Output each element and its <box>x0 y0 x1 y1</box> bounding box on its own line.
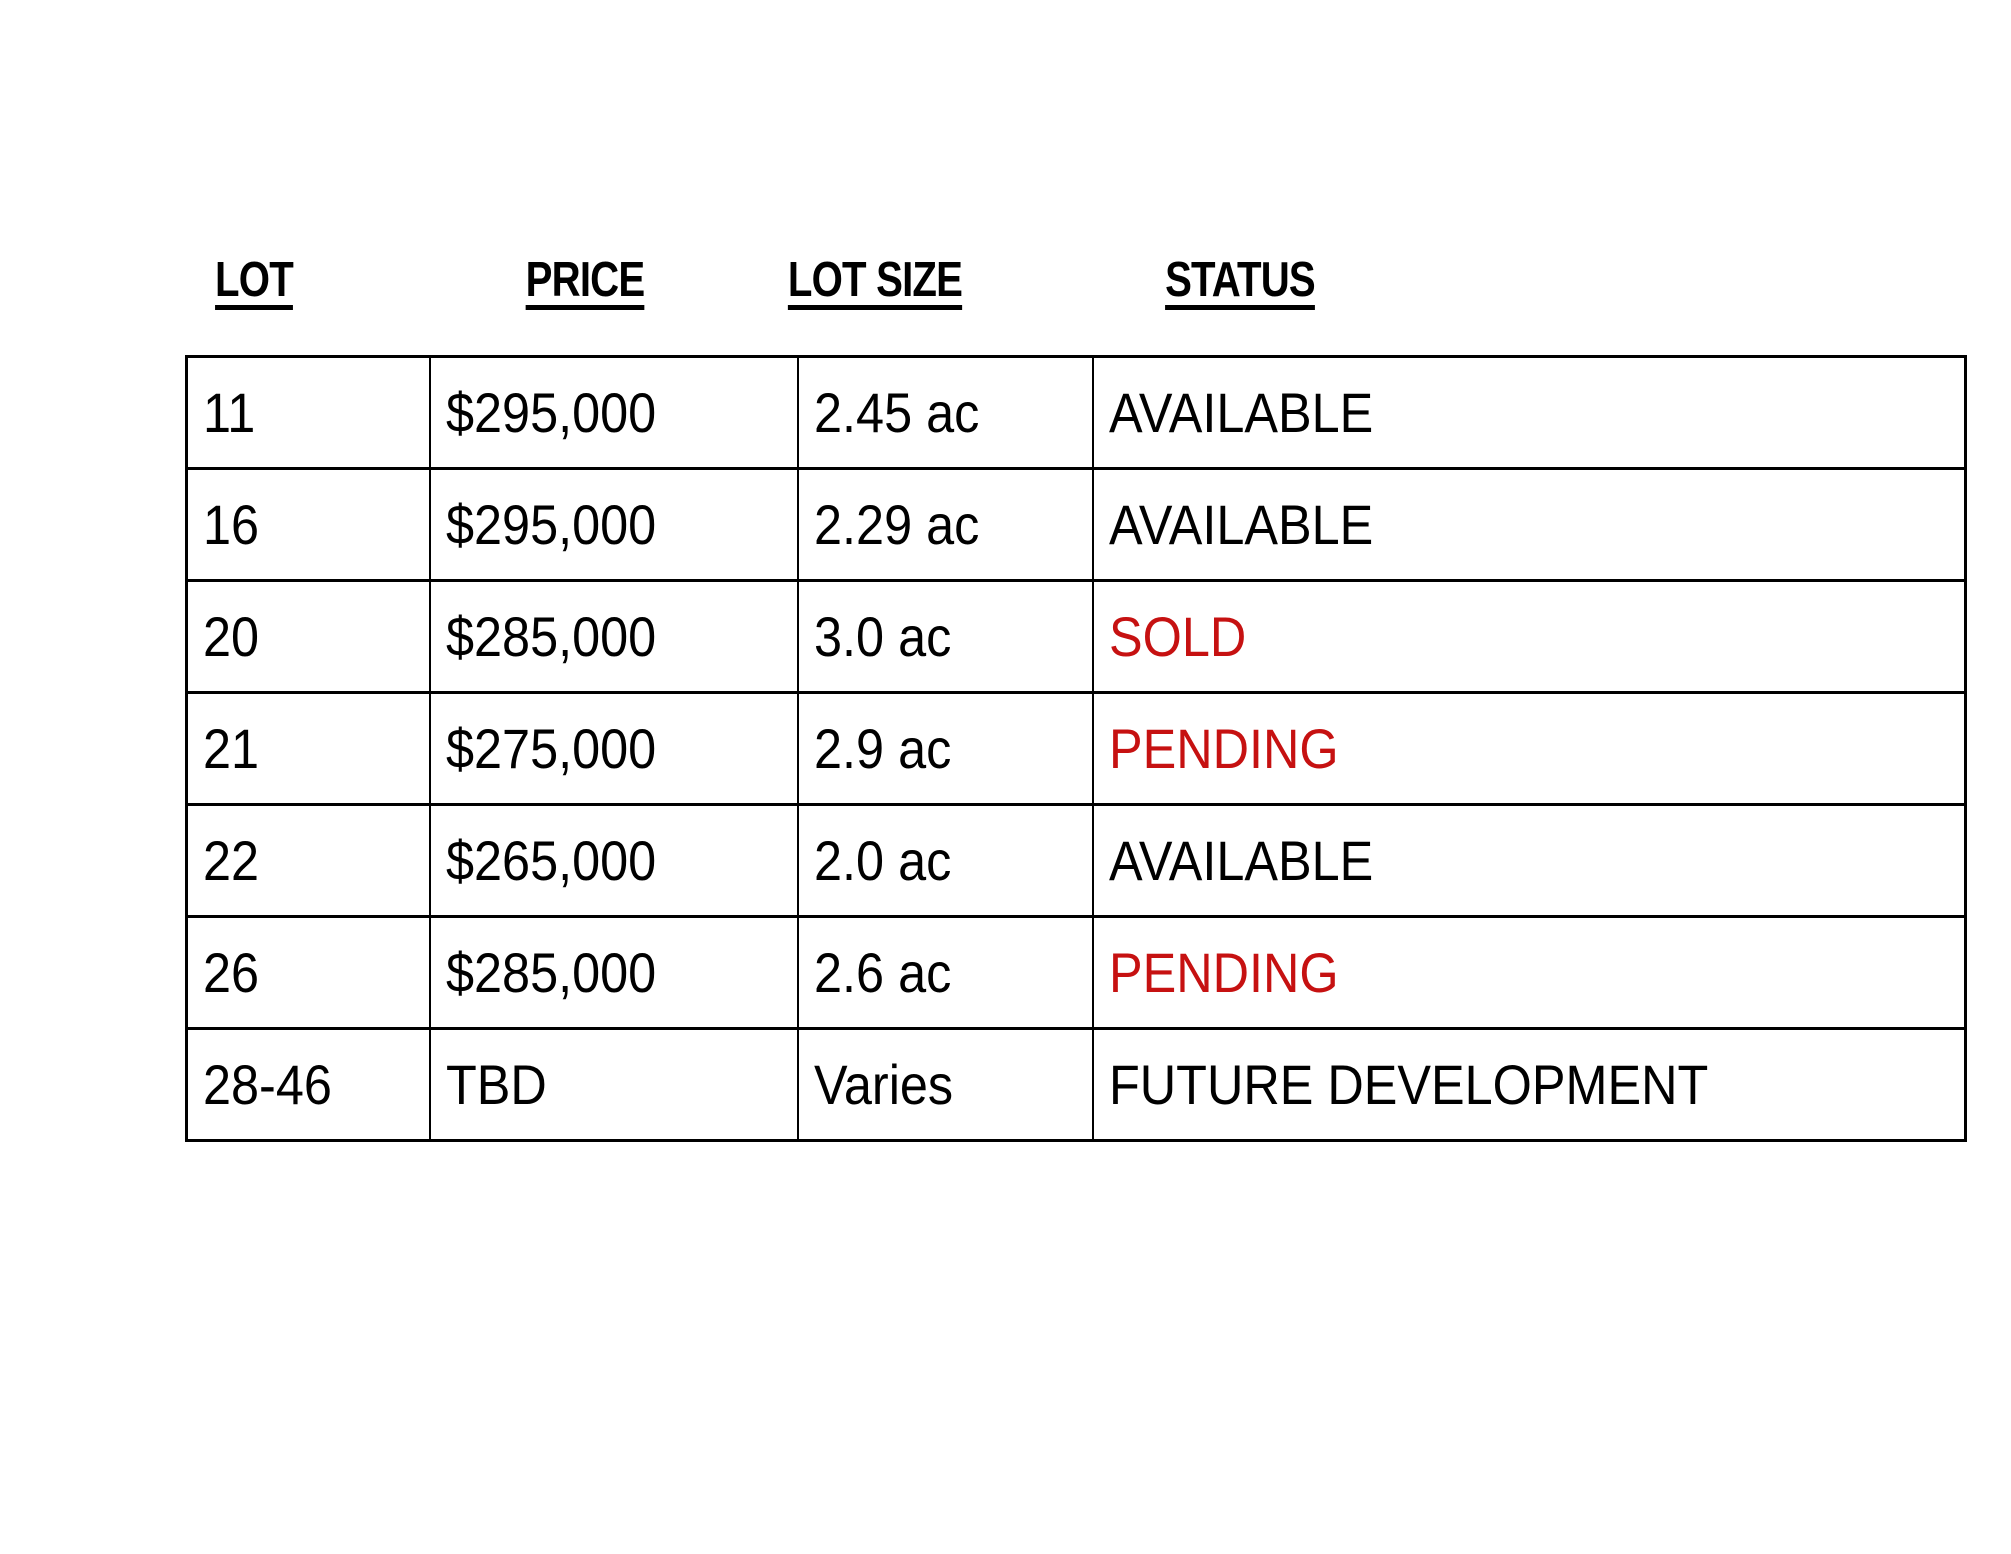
table-row: 28-46 TBD Varies FUTURE DEVELOPMENT <box>185 1027 1967 1142</box>
lot-size-cell: 2.6 ac <box>797 915 1094 1030</box>
status-cell: PENDING <box>1092 691 1967 806</box>
lot-cell: 16 <box>185 467 431 582</box>
lot-cell: 26 <box>185 915 431 1030</box>
price-cell: $275,000 <box>429 691 799 806</box>
status-cell: AVAILABLE <box>1092 803 1967 918</box>
lots-table: 11 $295,000 2.45 ac AVAILABLE 16 $295,00… <box>185 355 1967 1142</box>
price-cell: $295,000 <box>429 467 799 582</box>
header-lot-size: LOT SIZE <box>787 253 963 307</box>
table-row: 26 $285,000 2.6 ac PENDING <box>185 915 1967 1030</box>
price-cell: TBD <box>429 1027 799 1142</box>
header-lot: LOT <box>215 253 294 307</box>
lot-cell: 28-46 <box>185 1027 431 1142</box>
lot-cell: 20 <box>185 579 431 694</box>
price-cell: $295,000 <box>429 355 799 470</box>
price-cell: $265,000 <box>429 803 799 918</box>
price-cell: $285,000 <box>429 579 799 694</box>
lots-table-body: 11 $295,000 2.45 ac AVAILABLE 16 $295,00… <box>185 355 1967 1142</box>
status-cell: AVAILABLE <box>1092 355 1967 470</box>
lot-size-cell: Varies <box>797 1027 1094 1142</box>
status-cell: FUTURE DEVELOPMENT <box>1092 1027 1967 1142</box>
table-row: 11 $295,000 2.45 ac AVAILABLE <box>185 355 1967 470</box>
column-headers: LOT PRICE LOT SIZE STATUS <box>0 252 2011 312</box>
lot-cell: 11 <box>185 355 431 470</box>
status-cell: PENDING <box>1092 915 1967 1030</box>
lot-size-cell: 3.0 ac <box>797 579 1094 694</box>
table-row: 21 $275,000 2.9 ac PENDING <box>185 691 1967 806</box>
table-row: 20 $285,000 3.0 ac SOLD <box>185 579 1967 694</box>
header-price: PRICE <box>525 253 646 307</box>
lot-size-cell: 2.45 ac <box>797 355 1094 470</box>
status-cell: AVAILABLE <box>1092 467 1967 582</box>
lot-size-cell: 2.0 ac <box>797 803 1094 918</box>
price-cell: $285,000 <box>429 915 799 1030</box>
lot-cell: 21 <box>185 691 431 806</box>
lot-size-cell: 2.29 ac <box>797 467 1094 582</box>
table-row: 22 $265,000 2.0 ac AVAILABLE <box>185 803 1967 918</box>
header-status: STATUS <box>1165 253 1316 307</box>
lot-size-cell: 2.9 ac <box>797 691 1094 806</box>
table-row: 16 $295,000 2.29 ac AVAILABLE <box>185 467 1967 582</box>
lot-cell: 22 <box>185 803 431 918</box>
status-cell: SOLD <box>1092 579 1967 694</box>
